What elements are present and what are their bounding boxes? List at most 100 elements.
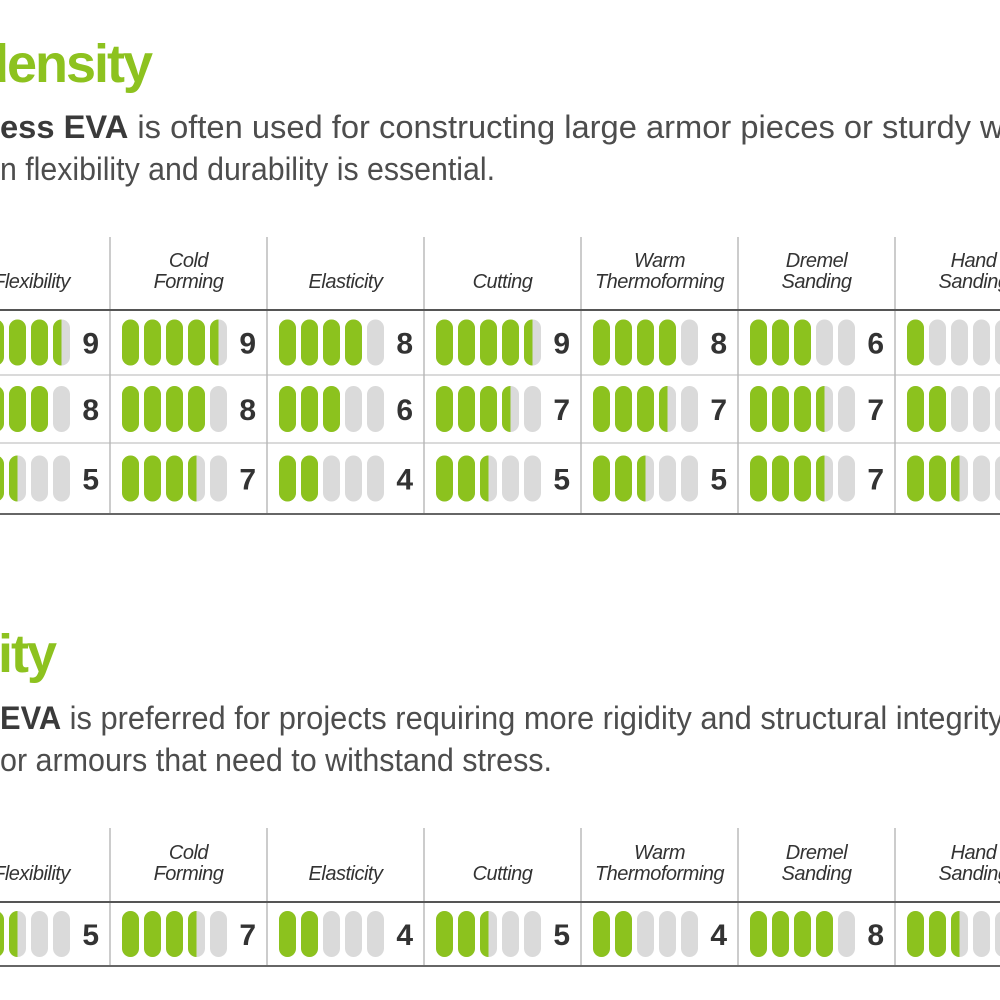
rating-pill [681, 911, 698, 957]
pill-fill [951, 911, 960, 957]
pill-fill [279, 386, 296, 432]
pill-fill [772, 319, 789, 366]
rating-pill [637, 319, 654, 366]
rating-pill [750, 455, 767, 502]
pill-track [995, 320, 1000, 365]
pill-fill [279, 455, 296, 502]
rating-pill [210, 319, 227, 366]
intro-line: or armours that need to withstand stress… [0, 742, 552, 778]
pill-fill [637, 455, 646, 502]
rating-number: 7 [867, 394, 884, 427]
rating-number: 9 [239, 328, 256, 361]
pill-fill [9, 911, 18, 957]
rating-number: 7 [239, 464, 256, 497]
rating-pill [458, 455, 475, 502]
rating-number: 5 [553, 919, 570, 952]
rating-pill [53, 911, 70, 957]
rating-pill [794, 911, 811, 957]
rating-pill [816, 319, 833, 366]
rating-pill [951, 911, 968, 957]
pill-fill [323, 319, 340, 366]
pill-fill [9, 455, 18, 502]
rating-pill [480, 386, 497, 432]
rating-pill [929, 386, 946, 432]
pill-fill [458, 455, 475, 502]
rating-pill [144, 386, 161, 432]
pill-fill [659, 386, 668, 432]
column-header: Cutting [473, 271, 533, 293]
pill-fill [122, 455, 139, 502]
rating-pill [659, 386, 676, 432]
rating-number: 4 [396, 464, 413, 497]
pill-fill [929, 911, 946, 957]
rating-pill [0, 320, 4, 365]
pill-track [637, 911, 654, 957]
rating-number: 8 [710, 328, 727, 361]
rating-pill [929, 455, 946, 502]
pill-fill [750, 455, 767, 502]
intro-text: is often used for constructing large arm… [128, 109, 1000, 145]
rating-number: 8 [396, 328, 413, 361]
rating-pill [750, 319, 767, 366]
pill-track [524, 386, 541, 432]
pill-track [973, 455, 990, 502]
rating-pill [816, 386, 833, 432]
rating-pill [524, 911, 541, 957]
rating-pill [458, 911, 475, 957]
pill-fill [301, 319, 318, 366]
pill-fill [750, 911, 767, 957]
rating-pill [301, 911, 318, 957]
rating-pill [794, 386, 811, 432]
pill-track [681, 455, 698, 502]
rating-pill [615, 911, 632, 957]
rating-pill [637, 386, 654, 432]
intro-text: is preferred for projects requiring more… [61, 700, 1000, 736]
pill-fill [659, 319, 676, 366]
rating-pill [166, 455, 183, 502]
pill-fill [502, 386, 511, 432]
pill-track [367, 386, 384, 432]
intro-bold: EVA [0, 700, 61, 736]
pill-fill [188, 386, 205, 432]
rating-pill [659, 455, 676, 502]
rating-pill [210, 455, 227, 502]
rating-pill [144, 455, 161, 502]
pill-fill [301, 455, 318, 502]
rating-pill [9, 911, 26, 957]
rating-pill [929, 319, 946, 366]
pill-track [995, 911, 1000, 957]
pill-fill [458, 319, 475, 366]
intro-line: EVA is preferred for projects requiring … [0, 700, 1000, 736]
rating-number: 6 [396, 394, 413, 427]
pill-fill [615, 455, 632, 502]
pill-fill [772, 455, 789, 502]
rating-pill [615, 386, 632, 432]
rating-pill [53, 455, 70, 502]
pill-track [367, 319, 384, 366]
rating-pill [838, 911, 855, 957]
pill-fill [502, 319, 519, 366]
pill-fill [593, 455, 610, 502]
rating-pill [951, 386, 968, 432]
rating-pill [53, 319, 70, 366]
rating-pill [480, 911, 497, 957]
rating-pill [480, 455, 497, 502]
rating-pill [188, 386, 205, 432]
pill-fill [816, 455, 825, 502]
rating-pill [681, 386, 698, 432]
pill-fill [436, 319, 453, 366]
pill-track [681, 911, 698, 957]
rating-pill [122, 319, 139, 366]
pill-fill [9, 319, 26, 366]
rating-pill [973, 386, 990, 432]
column-header: Thermoforming [595, 863, 724, 885]
rating-pill [951, 455, 968, 502]
pill-fill [907, 455, 924, 502]
pill-fill [951, 455, 960, 502]
rating-pill [122, 911, 139, 957]
column-header: Flexibility [0, 863, 71, 885]
rating-pill [301, 455, 318, 502]
pill-fill [122, 911, 139, 957]
rating-pill [593, 911, 610, 957]
rating-pill [524, 455, 541, 502]
